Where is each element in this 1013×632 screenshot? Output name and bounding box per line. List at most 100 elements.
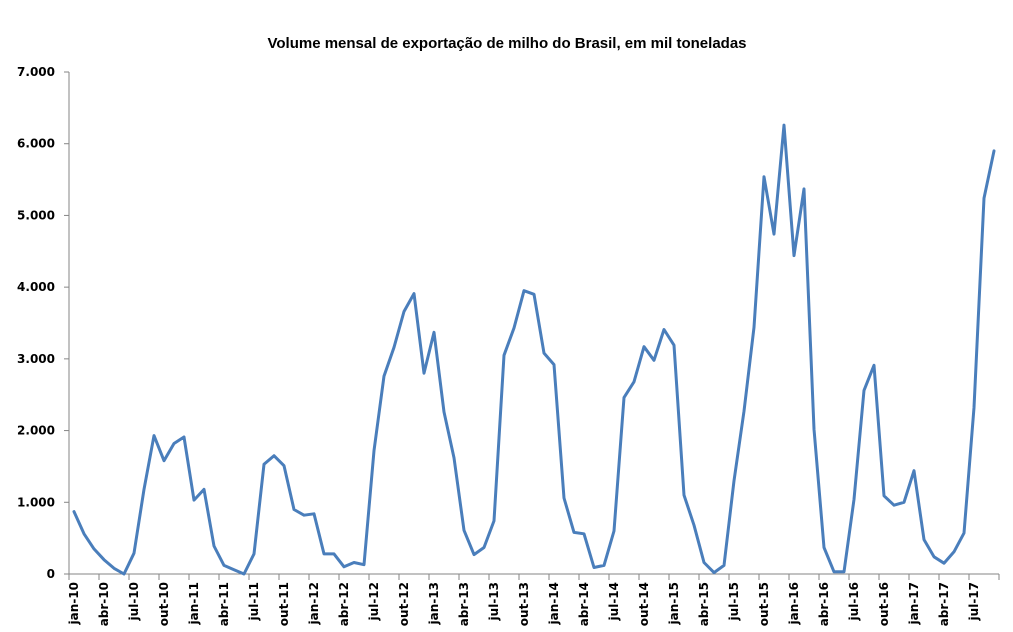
data-point bbox=[453, 456, 456, 459]
data-point bbox=[363, 563, 366, 566]
data-point bbox=[413, 292, 416, 295]
data-point bbox=[353, 561, 356, 564]
data-point bbox=[233, 568, 236, 571]
data-point bbox=[753, 326, 756, 329]
data-point bbox=[883, 494, 886, 497]
data-point bbox=[303, 514, 306, 517]
y-axis: 0 1.000 2.000 3.000 4.000 5.000 6.000 7.000 bbox=[17, 65, 70, 581]
x-tick-label: out-14 bbox=[637, 582, 651, 626]
data-point bbox=[103, 558, 106, 561]
data-point bbox=[433, 331, 436, 334]
data-point bbox=[223, 564, 226, 567]
data-point bbox=[173, 442, 176, 445]
data-point bbox=[793, 254, 796, 257]
x-tick-label: jan-15 bbox=[667, 582, 681, 625]
data-point bbox=[373, 449, 376, 452]
data-point bbox=[993, 149, 996, 152]
data-point bbox=[83, 532, 86, 535]
x-tick-label: jul-12 bbox=[367, 582, 381, 621]
x-tick-label: jan-17 bbox=[907, 582, 921, 625]
data-point bbox=[143, 488, 146, 491]
data-point bbox=[663, 328, 666, 331]
data-point bbox=[193, 499, 196, 502]
data-point bbox=[73, 510, 76, 513]
data-point bbox=[493, 519, 496, 522]
y-tick-label: 2.000 bbox=[17, 424, 55, 438]
data-point bbox=[443, 410, 446, 413]
data-point bbox=[713, 571, 716, 574]
data-point bbox=[653, 359, 656, 362]
data-point bbox=[203, 488, 206, 491]
data-point bbox=[923, 538, 926, 541]
data-point bbox=[133, 552, 136, 555]
data-point bbox=[733, 479, 736, 482]
x-tick-label: out-10 bbox=[157, 582, 171, 626]
x-axis: jan-10 abr-10 jul-10 out-10 jan-11 abr-11 jul-… bbox=[67, 573, 1000, 626]
data-point bbox=[503, 354, 506, 357]
data-point bbox=[813, 428, 816, 431]
data-point bbox=[543, 352, 546, 355]
data-point bbox=[583, 532, 586, 535]
data-point bbox=[933, 555, 936, 558]
x-tick-label: abr-17 bbox=[937, 582, 951, 626]
data-point bbox=[983, 197, 986, 200]
x-tick-label: jan-16 bbox=[787, 582, 801, 625]
data-point bbox=[383, 375, 386, 378]
x-tick-label: abr-15 bbox=[697, 582, 711, 626]
data-point bbox=[863, 389, 866, 392]
data-point bbox=[553, 363, 556, 366]
chart-title: Volume mensal de exportação de milho do … bbox=[267, 35, 746, 52]
data-point bbox=[423, 372, 426, 375]
data-point bbox=[703, 561, 706, 564]
x-tick-label: jul-15 bbox=[727, 582, 741, 621]
data-point bbox=[573, 531, 576, 534]
data-point bbox=[323, 552, 326, 555]
data-point bbox=[743, 410, 746, 413]
data-point bbox=[473, 553, 476, 556]
data-point bbox=[483, 546, 486, 549]
data-point bbox=[563, 497, 566, 500]
data-point bbox=[153, 434, 156, 437]
data-point bbox=[93, 547, 96, 550]
data-point bbox=[183, 436, 186, 439]
data-point bbox=[693, 524, 696, 527]
x-tick-label: out-16 bbox=[877, 582, 891, 626]
series-group bbox=[72, 123, 996, 576]
data-point bbox=[913, 469, 916, 472]
x-tick-label: abr-13 bbox=[457, 582, 471, 626]
x-tick-label: out-15 bbox=[757, 582, 771, 626]
y-tick-label: 4.000 bbox=[17, 280, 55, 294]
x-tick-label: jul-11 bbox=[247, 582, 261, 621]
data-point bbox=[113, 567, 116, 570]
y-tick-label: 3.000 bbox=[17, 352, 55, 366]
data-point bbox=[123, 573, 126, 576]
data-point bbox=[463, 529, 466, 532]
data-point bbox=[673, 344, 676, 347]
y-tick-label: 6.000 bbox=[17, 137, 55, 151]
y-tick-label: 7.000 bbox=[17, 65, 55, 79]
x-tick-label: jan-11 bbox=[187, 582, 201, 625]
y-tick-label: 1.000 bbox=[17, 495, 55, 509]
data-point bbox=[313, 512, 316, 515]
data-point bbox=[403, 310, 406, 313]
data-point bbox=[903, 501, 906, 504]
x-tick-label: out-11 bbox=[277, 582, 291, 626]
x-tick-label: jul-17 bbox=[967, 582, 981, 621]
data-point bbox=[643, 345, 646, 348]
data-point bbox=[333, 552, 336, 555]
series-line bbox=[72, 123, 996, 576]
data-point bbox=[523, 289, 526, 292]
data-point bbox=[393, 346, 396, 349]
data-point bbox=[683, 494, 686, 497]
x-tick-label: abr-14 bbox=[577, 582, 591, 626]
data-point bbox=[773, 233, 776, 236]
data-point bbox=[603, 564, 606, 567]
data-point bbox=[853, 498, 856, 501]
data-point bbox=[833, 570, 836, 573]
data-point bbox=[253, 552, 256, 555]
data-point bbox=[953, 550, 956, 553]
data-point bbox=[893, 504, 896, 507]
x-tick-label: abr-11 bbox=[217, 582, 231, 626]
data-point bbox=[823, 546, 826, 549]
